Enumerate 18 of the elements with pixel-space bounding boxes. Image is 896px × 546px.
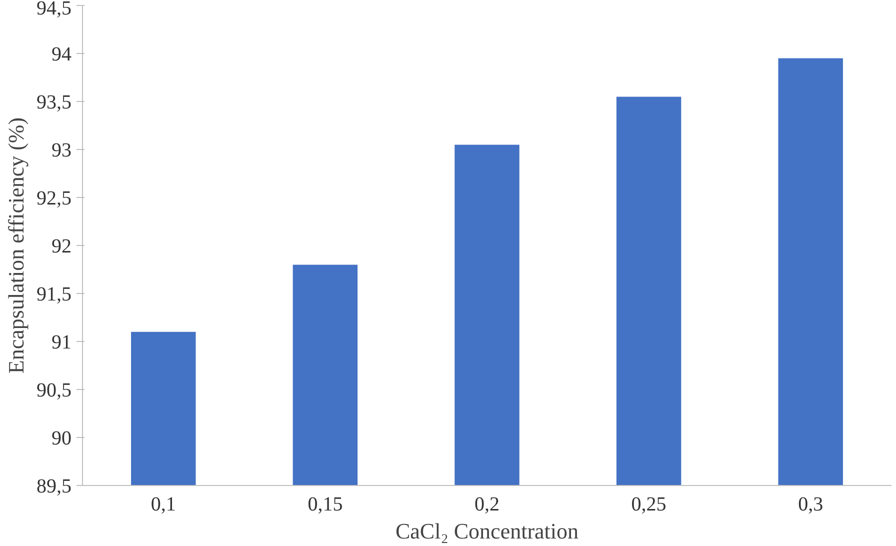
y-tick-label: 89,5: [36, 476, 72, 498]
y-tick-label: 92,5: [36, 188, 72, 210]
x-axis-title: CaCl₂ Concentration: [395, 518, 579, 544]
x-tick-label: 0,2: [474, 494, 500, 516]
y-tick-label: 90: [52, 428, 72, 450]
y-tick-label: 92: [52, 236, 72, 258]
x-tick-label: 0,15: [308, 494, 343, 516]
y-tick-label: 90,5: [36, 380, 72, 402]
y-tick-label: 93: [52, 140, 72, 162]
x-tick-label: 0,25: [631, 494, 666, 516]
y-axis-title: Encapsulation efficiency (%): [4, 117, 28, 374]
y-tick-label: 91,5: [36, 284, 72, 306]
y-tick-label: 91: [52, 332, 72, 354]
x-tick-label: 0,1: [150, 494, 176, 516]
y-tick-label: 93,5: [36, 92, 72, 114]
y-tick-label: 94,5: [36, 0, 72, 20]
y-tick-label: 94: [52, 44, 72, 66]
x-tick-label: 0,3: [798, 494, 824, 516]
